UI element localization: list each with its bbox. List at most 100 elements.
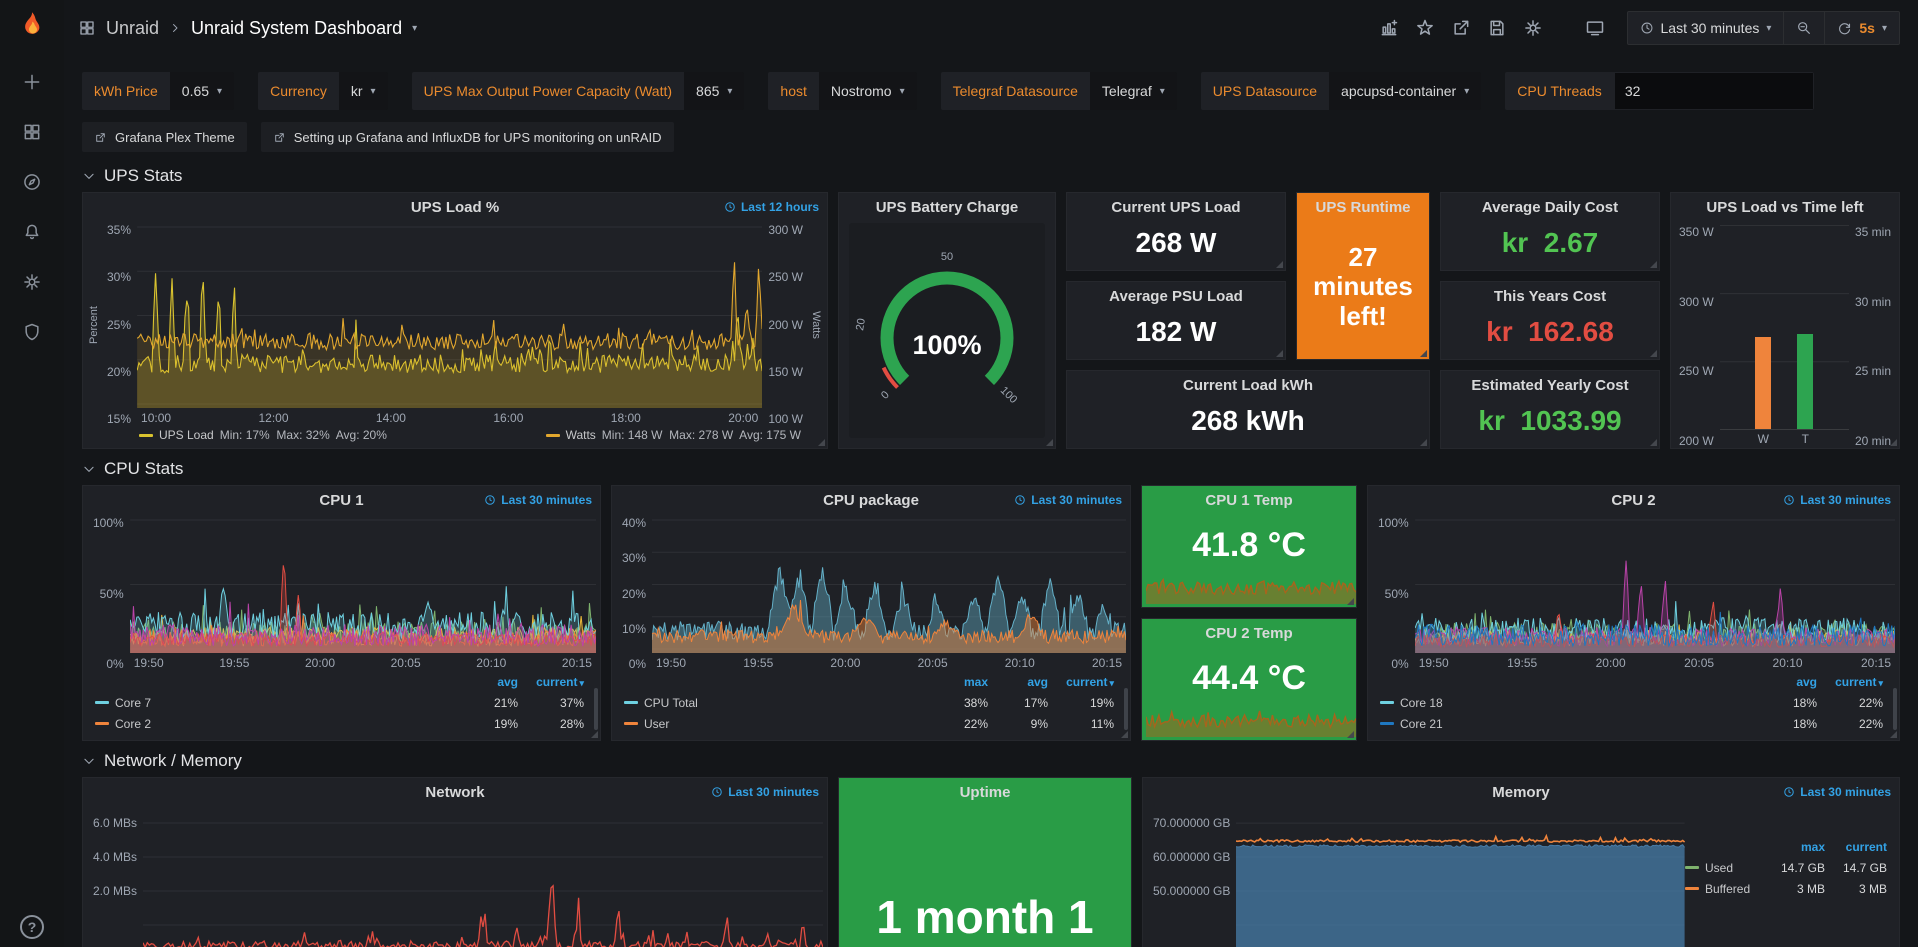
panel-ups-load[interactable]: UPS Load % Last 12 hours Percent 35% 30% 2… bbox=[82, 192, 828, 449]
row-header-network-memory[interactable]: Network / Memory bbox=[82, 745, 1900, 777]
y-axis-left: 350 W 300 W 250 W 200 W bbox=[1673, 225, 1720, 448]
variable-kwh-price[interactable]: kWh Price 0.65 ▾ bbox=[82, 72, 235, 110]
panel-this-years-cost[interactable]: This Years Cost kr 162.68 bbox=[1440, 281, 1660, 360]
x-tick: 18:00 bbox=[610, 411, 641, 425]
legend-scrollbar[interactable] bbox=[1893, 688, 1897, 730]
legend-col-current[interactable]: current ▾ bbox=[536, 674, 584, 689]
panel-ups-battery-charge[interactable]: UPS Battery Charge 0 20 50 100 100% bbox=[838, 192, 1056, 449]
series-name[interactable]: Core 18 bbox=[1400, 695, 1443, 710]
add-panel-icon[interactable] bbox=[1379, 18, 1399, 38]
server-admin-shield-icon[interactable] bbox=[22, 322, 42, 342]
legend-col-current[interactable]: current ▾ bbox=[1835, 674, 1883, 689]
breadcrumb-folder[interactable]: Unraid bbox=[106, 17, 160, 38]
link-grafana-plex-theme[interactable]: Grafana Plex Theme bbox=[82, 122, 247, 152]
panel-ups-runtime[interactable]: UPS Runtime 27 minutes left! bbox=[1296, 192, 1430, 360]
row-header-ups-stats[interactable]: UPS Stats bbox=[82, 160, 1900, 192]
legend-scrollbar[interactable] bbox=[1124, 688, 1128, 730]
y-tick: 10% bbox=[622, 621, 647, 636]
variable-telegraf-datasource[interactable]: Telegraf Datasource Telegraf ▾ bbox=[940, 72, 1177, 110]
cpu-threads-input[interactable] bbox=[1613, 72, 1814, 110]
panel-current-ups-load[interactable]: Current UPS Load 268 W bbox=[1066, 192, 1286, 271]
alerting-bell-icon[interactable] bbox=[22, 222, 42, 242]
legend-col-max[interactable]: max bbox=[963, 674, 988, 689]
x-tick: 20:15 bbox=[1860, 656, 1891, 670]
panel-uptime[interactable]: Uptime 1 month 1 bbox=[838, 777, 1132, 947]
panel-header-ups-load[interactable]: UPS Load % Last 12 hours bbox=[410, 198, 819, 216]
refresh-button[interactable]: 5s ▾ bbox=[1824, 12, 1899, 44]
panel-cpu-1-temp[interactable]: CPU 1 Temp 41.8 °C bbox=[1141, 485, 1357, 608]
create-plus-icon[interactable] bbox=[22, 72, 42, 92]
star-icon[interactable] bbox=[1415, 18, 1435, 38]
y-axis-left: 40% 30% 20% 10% 0% bbox=[616, 516, 652, 671]
legend-col-max[interactable]: max bbox=[1800, 839, 1825, 854]
panel-memory[interactable]: Memory Last 30 minutes 70.000000 GB 60.00… bbox=[1142, 777, 1900, 947]
legend-header: avg current ▾ bbox=[95, 671, 584, 692]
ups-load-chart[interactable] bbox=[137, 223, 763, 408]
bar-time-left[interactable] bbox=[1797, 333, 1814, 429]
panel-cpu-2[interactable]: CPU 2 Last 30 minutes 100% 50% 0% 19:50 19:… bbox=[1367, 485, 1900, 741]
legend-col-current[interactable]: current bbox=[1845, 839, 1887, 854]
apps-grid-icon[interactable] bbox=[78, 19, 96, 37]
y-axis-left: 100% 50% 0% bbox=[87, 516, 130, 671]
tv-mode-icon[interactable] bbox=[1585, 18, 1605, 38]
link-ups-monitoring-guide[interactable]: Setting up Grafana and InfluxDB for UPS … bbox=[260, 122, 674, 152]
panel-network[interactable]: Network Last 30 minutes 6.0 MBs 4.0 MBs 2.… bbox=[82, 777, 828, 947]
refresh-caret-icon: ▾ bbox=[1881, 22, 1887, 34]
legend-col-avg[interactable]: avg bbox=[1027, 674, 1048, 689]
variable-ups-max-output[interactable]: UPS Max Output Power Capacity (Watt) 865… bbox=[411, 72, 745, 110]
panel-cpu-package[interactable]: CPU package Last 30 minutes 40% 30% 20% 10%… bbox=[611, 485, 1131, 741]
help-icon[interactable]: ? bbox=[20, 915, 44, 939]
stat-value: kr 162.68 bbox=[1486, 315, 1614, 347]
series-name[interactable]: Core 21 bbox=[1400, 716, 1443, 731]
configuration-gear-icon[interactable] bbox=[22, 272, 42, 292]
variable-host[interactable]: host Nostromo ▾ bbox=[768, 72, 917, 110]
legend-scrollbar[interactable] bbox=[594, 688, 598, 730]
cpu-1-chart[interactable] bbox=[129, 516, 596, 653]
series-name[interactable]: Watts bbox=[565, 428, 596, 442]
series-name[interactable]: Core 2 bbox=[115, 716, 152, 731]
panel-cpu-1[interactable]: CPU 1 Last 30 minutes 100% 50% 0% 19:50 19:… bbox=[82, 485, 601, 741]
time-override-badge: Last 30 minutes bbox=[1783, 493, 1891, 507]
row-header-cpu-stats[interactable]: CPU Stats bbox=[82, 453, 1900, 485]
series-name[interactable]: User bbox=[644, 716, 670, 731]
memory-chart[interactable] bbox=[1236, 808, 1685, 947]
panel-cpu-2-temp[interactable]: CPU 2 Temp 44.4 °C bbox=[1141, 618, 1357, 741]
save-icon[interactable] bbox=[1487, 18, 1507, 38]
y-tick: 350 W bbox=[1679, 225, 1714, 239]
panel-average-daily-cost[interactable]: Average Daily Cost kr 2.67 bbox=[1440, 192, 1660, 271]
time-range-picker[interactable]: Last 30 minutes ▾ bbox=[1628, 12, 1784, 44]
legend-col-avg[interactable]: avg bbox=[1796, 674, 1817, 689]
series-name[interactable]: Core 7 bbox=[115, 695, 152, 710]
variable-ups-datasource[interactable]: UPS Datasource apcupsd-container ▾ bbox=[1200, 72, 1482, 110]
title-caret-icon[interactable]: ▾ bbox=[412, 22, 418, 34]
series-name[interactable]: Buffered bbox=[1705, 881, 1751, 896]
settings-gear-icon[interactable] bbox=[1523, 18, 1543, 38]
panel-current-load-kwh[interactable]: Current Load kWh 268 kWh bbox=[1066, 370, 1430, 449]
series-name[interactable]: Used bbox=[1705, 860, 1734, 875]
y-tick: 200 W bbox=[768, 317, 803, 332]
cpu-2-chart[interactable] bbox=[1414, 516, 1895, 653]
legend-table: max current Used 14.7 GB 14.7 GB Buffere… bbox=[1685, 808, 1895, 947]
panel-ups-load-vs-time-left[interactable]: UPS Load vs Time left 350 W 300 W 250 W 200… bbox=[1670, 192, 1900, 449]
share-icon[interactable] bbox=[1451, 18, 1471, 38]
dashboards-icon[interactable] bbox=[22, 122, 42, 142]
breadcrumb: Unraid Unraid System Dashboard ▾ bbox=[78, 18, 417, 39]
row-title: Network / Memory bbox=[104, 751, 242, 770]
series-name[interactable]: UPS Load bbox=[159, 428, 214, 442]
network-chart[interactable] bbox=[143, 808, 823, 947]
series-name[interactable]: CPU Total bbox=[644, 695, 698, 710]
x-tick: 19:55 bbox=[743, 656, 774, 670]
explore-compass-icon[interactable] bbox=[22, 172, 42, 192]
zoom-out-icon[interactable] bbox=[1783, 12, 1824, 44]
legend-col-avg[interactable]: avg bbox=[497, 674, 518, 689]
bar-watts[interactable] bbox=[1755, 336, 1772, 429]
legend-col-current[interactable]: current ▾ bbox=[1066, 674, 1114, 689]
time-override-badge: Last 30 minutes bbox=[1783, 785, 1891, 799]
dashboard-title[interactable]: Unraid System Dashboard bbox=[191, 17, 403, 38]
panel-average-psu-load[interactable]: Average PSU Load 182 W bbox=[1066, 281, 1286, 360]
grafana-logo-icon[interactable] bbox=[15, 10, 49, 44]
y-tick: 0% bbox=[106, 657, 124, 671]
cpu-package-chart[interactable] bbox=[652, 516, 1126, 653]
panel-estimated-yearly-cost[interactable]: Estimated Yearly Cost kr 1033.99 bbox=[1440, 370, 1660, 449]
variable-currency[interactable]: Currency kr ▾ bbox=[258, 72, 388, 110]
